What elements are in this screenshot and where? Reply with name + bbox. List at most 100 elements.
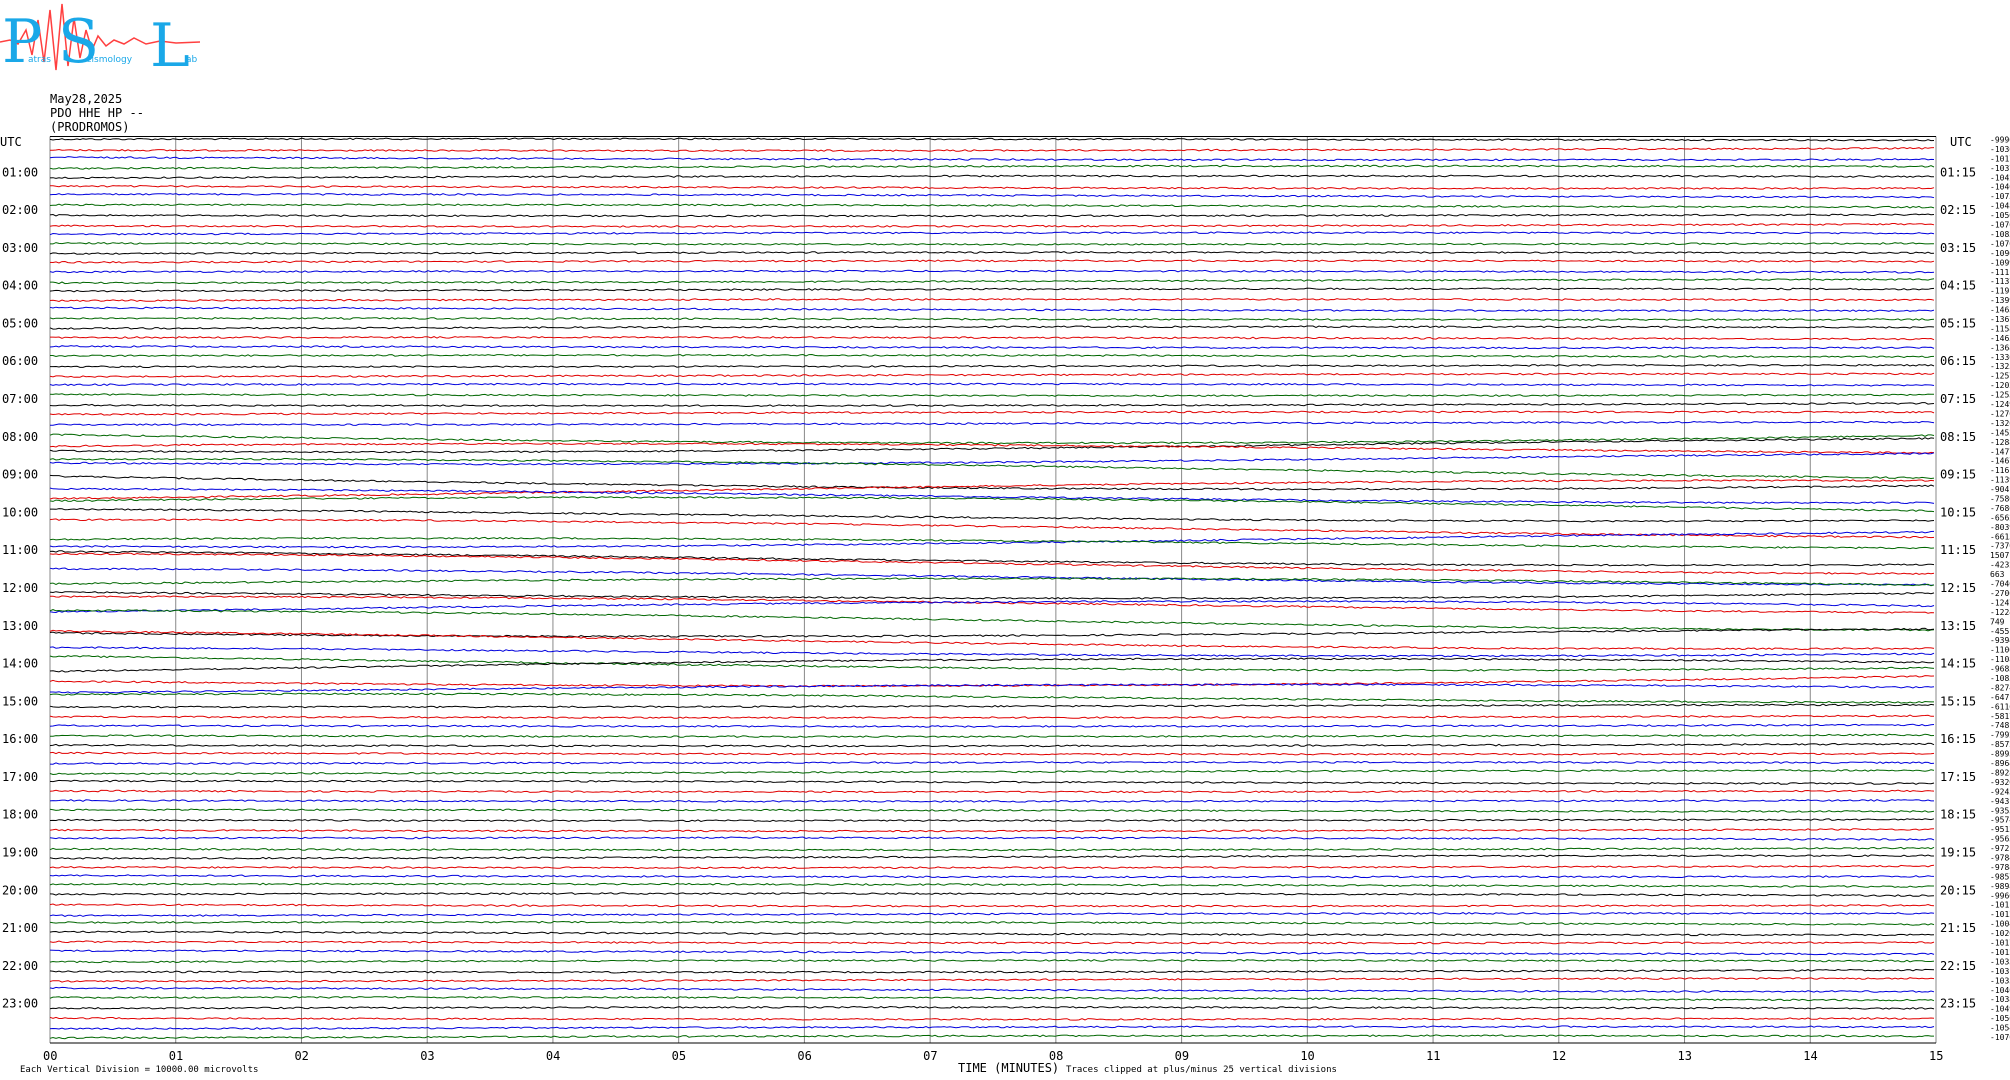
trace-line	[49, 769, 1935, 776]
trace-offset-label: -10763	[1990, 221, 2010, 230]
trace-offset-label: -10966	[1990, 249, 2010, 258]
trace-offset-label: -12535	[1990, 391, 2010, 400]
trace-offset-label: -9574	[1990, 816, 2010, 825]
trace-offset-label: -9565	[1990, 835, 2010, 844]
trace-line	[49, 949, 1935, 956]
logo-letter-p: P	[2, 7, 42, 77]
trace-offset-label: -9512	[1990, 825, 2010, 834]
trace-offset-label: -10365	[1990, 145, 2010, 154]
left-hour-label: 13:00	[2, 619, 38, 633]
logo-word-1: atras	[28, 55, 51, 65]
trace-offset-label: -10383	[1990, 995, 2010, 1004]
left-hour-label: 08:00	[2, 430, 38, 444]
trace-line	[49, 808, 1935, 813]
trace-offset-label: -9683	[1990, 665, 2010, 674]
trace-offset-label: -10314	[1990, 967, 2010, 976]
trace-offset-label: -11062	[1990, 646, 2010, 655]
trace-offset-label: 749	[1990, 617, 2005, 626]
trace-offset-label: -8928	[1990, 768, 2010, 777]
right-hour-label: 10:15	[1940, 505, 1976, 519]
trace-offset-label: -13995	[1990, 296, 2010, 305]
trace-offset-label: -12246	[1990, 608, 2010, 617]
left-hour-label: 04:00	[2, 279, 38, 293]
left-hour-label: 11:00	[2, 543, 38, 557]
trace-line	[49, 552, 1935, 575]
trace-line	[49, 1016, 1935, 1021]
trace-offset-label: -10124	[1990, 910, 2010, 919]
trace-line	[49, 393, 1934, 398]
logo-letter-l: L	[150, 11, 190, 80]
trace-offset-label: -9784	[1990, 854, 2010, 863]
trace-offset-label: -10708	[1990, 1033, 2010, 1042]
trace-line	[49, 751, 1935, 756]
trace-offset-label: -8572	[1990, 740, 2010, 749]
trace-offset-label: -10116	[1990, 901, 2010, 910]
right-hour-label: 08:15	[1940, 430, 1976, 444]
logo-letter-s: S	[58, 7, 99, 77]
left-hour-label: 20:00	[2, 883, 38, 897]
trace-offset-label: -9857	[1990, 872, 2010, 881]
trace-offset-label: -14774	[1990, 447, 2010, 456]
trace-offset-label: -8039	[1990, 523, 2010, 532]
trace-offset-label: -8995	[1990, 750, 2010, 759]
trace-line	[50, 508, 1935, 523]
x-tick-label: 01	[169, 1049, 183, 1063]
left-hour-label: 19:00	[2, 846, 38, 860]
trace-offset-label: -10127	[1990, 948, 2010, 957]
trace-offset-label: -7992	[1990, 731, 2010, 740]
trace-offset-label: -4551	[1990, 627, 2010, 636]
left-hour-label: 06:00	[2, 354, 38, 368]
x-tick-label: 05	[672, 1049, 686, 1063]
x-tick-label: 14	[1803, 1049, 1817, 1063]
right-hour-label: 16:15	[1940, 732, 1976, 746]
trace-line	[49, 723, 1935, 728]
trace-line	[49, 325, 1935, 330]
trace-line	[49, 591, 1935, 600]
trace-line	[49, 940, 1935, 945]
trace-offset-label: -14679	[1990, 457, 2010, 466]
x-tick-label: 00	[43, 1049, 57, 1063]
trace-offset-label: -7040	[1990, 580, 2010, 589]
x-tick-label: 10	[1300, 1049, 1314, 1063]
right-hour-label: 23:15	[1940, 997, 1976, 1011]
trace-line	[49, 818, 1935, 823]
left-hour-label: 02:00	[2, 203, 38, 217]
x-tick-label: 09	[1175, 1049, 1189, 1063]
trace-line	[49, 854, 1934, 860]
trace-offset-label: -12760	[1990, 409, 2010, 418]
left-hour-label: 15:00	[2, 694, 38, 708]
left-hour-label: 22:00	[2, 959, 38, 973]
trace-offset-label: -10836	[1990, 230, 2010, 239]
trace-line	[49, 213, 1935, 218]
trace-line	[49, 457, 1935, 480]
trace-line	[49, 316, 1935, 321]
trace-line	[49, 420, 1935, 427]
trace-line	[49, 474, 1935, 491]
left-hour-label: 18:00	[2, 808, 38, 822]
clip-note: Traces clipped at plus/minus 25 vertical…	[1066, 1065, 1337, 1075]
left-hour-label: 01:00	[2, 165, 38, 179]
trace-offset-label: -8274	[1990, 683, 2010, 692]
trace-offset-label: -6471	[1990, 693, 2010, 702]
trace-line	[49, 536, 1935, 550]
trace-line	[49, 779, 1935, 785]
trace-line	[49, 882, 1934, 888]
trace-offset-label: -12887	[1990, 438, 2010, 447]
trace-line	[49, 864, 1935, 870]
trace-line	[49, 567, 1935, 586]
trace-line	[49, 577, 1935, 587]
trace-line	[49, 382, 1935, 387]
right-hour-label: 20:15	[1940, 883, 1976, 897]
grid-lines	[49, 136, 1937, 1043]
trace-line	[49, 892, 1935, 897]
trace-line	[49, 487, 1935, 505]
trace-line	[49, 496, 1935, 513]
trace-offset-label: -11581	[1990, 324, 2010, 333]
trace-offset-label: -9041	[1990, 485, 2010, 494]
right-hour-label: 18:15	[1940, 808, 1976, 822]
trace-offset-label: -9960	[1990, 891, 2010, 900]
trace-offset-label: -10179	[1990, 154, 2010, 163]
trace-line	[49, 703, 1935, 709]
trace-line	[50, 147, 1935, 153]
